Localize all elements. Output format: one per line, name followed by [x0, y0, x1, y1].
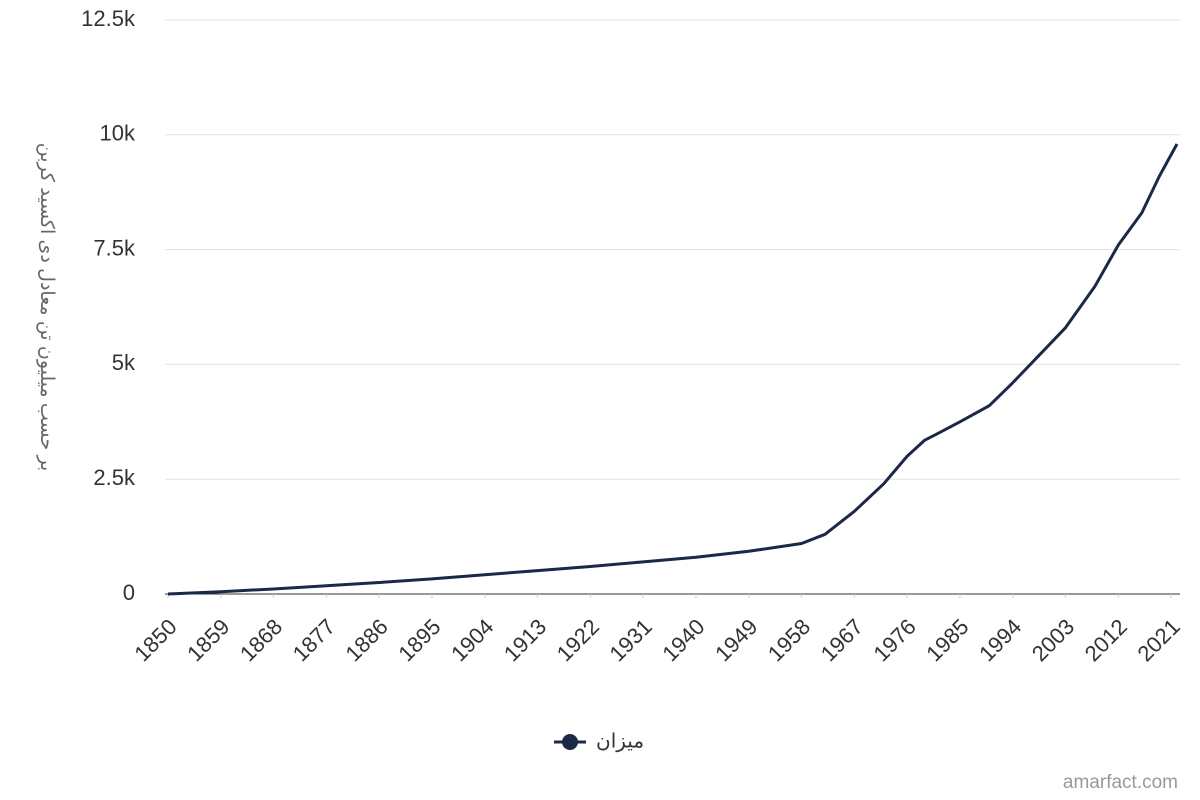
- x-tick-label: 1904: [446, 614, 498, 666]
- y-tick-label: 5k: [112, 350, 136, 375]
- x-tick-label: 1958: [763, 614, 815, 666]
- x-tick-label: 1850: [129, 614, 181, 666]
- x-tick-label: 1940: [657, 614, 709, 666]
- watermark: amarfact.com: [1063, 772, 1178, 793]
- x-tick-label: 1859: [182, 614, 234, 666]
- y-tick-label: 2.5k: [93, 465, 136, 490]
- legend-marker: [562, 734, 578, 750]
- x-tick-label: 1931: [605, 614, 657, 666]
- x-tick-label: 1967: [816, 614, 868, 666]
- x-tick-label: 1886: [341, 614, 393, 666]
- x-tick-label: 2012: [1080, 614, 1132, 666]
- x-tick-label: 2003: [1027, 614, 1079, 666]
- y-tick-label: 7.5k: [93, 235, 136, 260]
- x-tick-label: 1949: [710, 614, 762, 666]
- x-tick-label: 1976: [869, 614, 921, 666]
- x-tick-label: 1922: [552, 614, 604, 666]
- x-tick-label: 1895: [393, 614, 445, 666]
- y-tick-label: 10k: [100, 121, 136, 146]
- x-tick-label: 1877: [288, 614, 340, 666]
- line-series: [167, 143, 1179, 596]
- x-tick-label: 1994: [974, 614, 1026, 666]
- x-tick-label: 2021: [1132, 614, 1184, 666]
- legend-label: میزان: [596, 730, 644, 752]
- y-axis-label: بر حسب میلیون تن معادل دی اکسید کربن: [36, 143, 57, 472]
- y-tick-label: 12.5k: [81, 6, 136, 31]
- x-tick-label: 1868: [235, 614, 287, 666]
- y-tick-label: 0: [123, 580, 135, 605]
- x-tick-label: 1985: [921, 614, 973, 666]
- x-tick-label: 1913: [499, 614, 551, 666]
